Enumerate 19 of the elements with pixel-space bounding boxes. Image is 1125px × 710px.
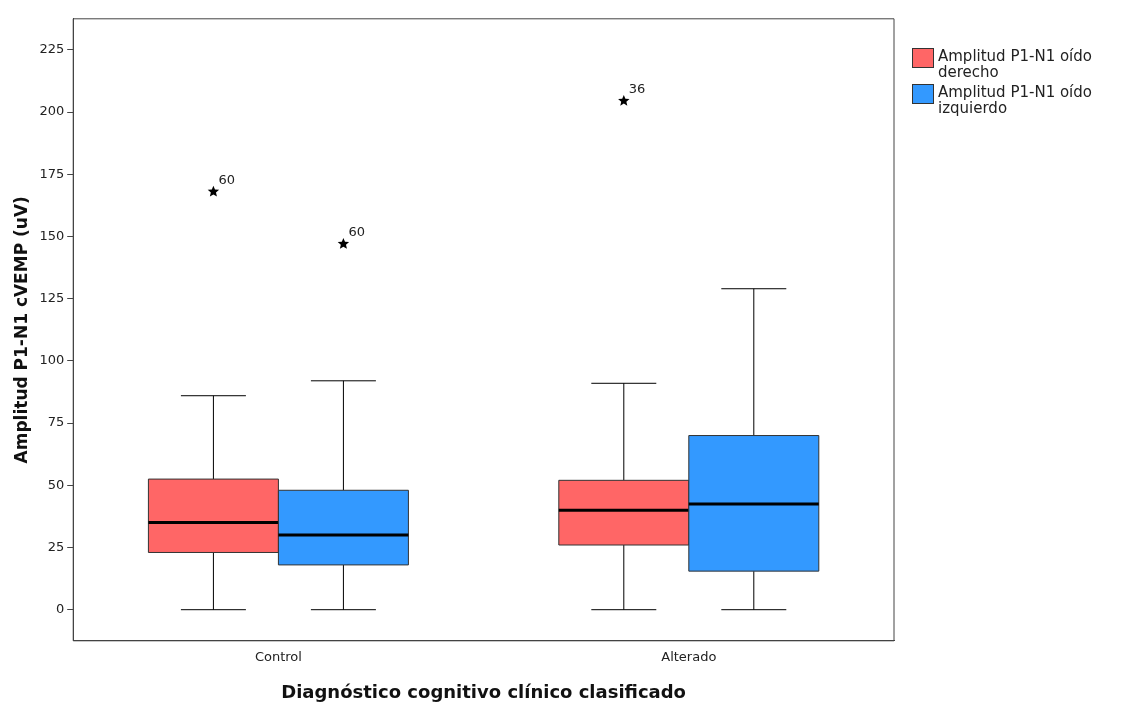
y-tick-label: 100 [39,352,65,368]
y-tick-label: 125 [39,290,65,306]
x-tick-label: Alterado [661,648,717,664]
x-tick-label: Control [254,648,302,664]
y-tick-label: 225 [39,41,65,57]
y-tick-label: 0 [55,601,65,617]
annotation: 60 [218,171,235,187]
y-tick-label: 75 [47,414,65,430]
y-tick-label: 150 [39,227,65,243]
y-tick-label: 200 [39,103,65,119]
y-tick-label: 25 [47,538,65,554]
legend-label: Amplitud P1-N1 oído izquierdo [938,83,1093,117]
annotation: 60 [348,223,365,239]
legend-label: Amplitud P1-N1 oído derecho [938,47,1093,81]
y-axis-title: Amplitud P1-N1 cVEMP (uV) [10,196,31,464]
x-axis-title: Diagnóstico cognitivo clínico clasificado [281,680,686,702]
y-tick-label: 50 [47,476,65,492]
annotation: 36 [628,80,646,96]
y-tick-label: 175 [39,165,65,181]
